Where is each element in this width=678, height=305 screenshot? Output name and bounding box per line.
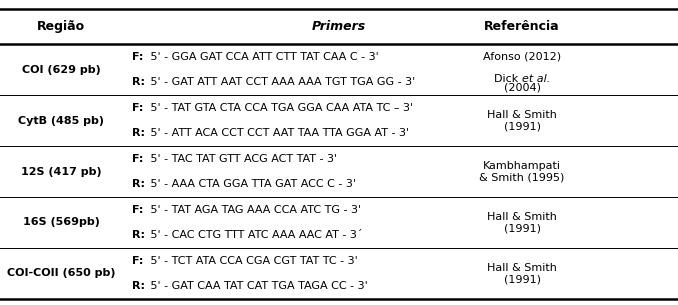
Text: R:: R: (132, 230, 145, 240)
Text: 5' - AAA CTA GGA TTA GAT ACC C - 3': 5' - AAA CTA GGA TTA GAT ACC C - 3' (147, 179, 356, 189)
Text: 16S (569pb): 16S (569pb) (22, 217, 100, 228)
Text: COI (629 pb): COI (629 pb) (22, 65, 100, 75)
Text: Primers: Primers (312, 20, 366, 33)
Text: F:: F: (132, 154, 144, 164)
Text: 5' - GAT ATT AAT CCT AAA AAA TGT TGA GG - 3': 5' - GAT ATT AAT CCT AAA AAA TGT TGA GG … (147, 77, 416, 88)
Text: Afonso (2012): Afonso (2012) (483, 52, 561, 62)
Text: COI-COII (650 pb): COI-COII (650 pb) (7, 268, 115, 278)
Text: R:: R: (132, 281, 145, 291)
Text: F:: F: (132, 103, 144, 113)
Text: Hall & Smith
(1991): Hall & Smith (1991) (487, 212, 557, 233)
Text: et al.: et al. (522, 74, 551, 84)
Text: R:: R: (132, 179, 145, 189)
Text: F:: F: (132, 52, 144, 62)
Text: R:: R: (132, 128, 145, 138)
Text: Dick: Dick (494, 74, 522, 84)
Text: 5' - ATT ACA CCT CCT AAT TAA TTA GGA AT - 3': 5' - ATT ACA CCT CCT AAT TAA TTA GGA AT … (147, 128, 410, 138)
Text: Referência: Referência (484, 20, 560, 33)
Text: 5' - GGA GAT CCA ATT CTT TAT CAA C - 3': 5' - GGA GAT CCA ATT CTT TAT CAA C - 3' (147, 52, 379, 62)
Text: R:: R: (132, 77, 145, 88)
Text: 5' - GAT CAA TAT CAT TGA TAGA CC - 3': 5' - GAT CAA TAT CAT TGA TAGA CC - 3' (147, 281, 368, 291)
Text: F:: F: (132, 205, 144, 215)
Text: Kambhampati
& Smith (1995): Kambhampati & Smith (1995) (479, 161, 565, 182)
Text: CytB (485 pb): CytB (485 pb) (18, 116, 104, 126)
Text: 5' - TAC TAT GTT ACG ACT TAT - 3': 5' - TAC TAT GTT ACG ACT TAT - 3' (147, 154, 337, 164)
Text: 12S (417 pb): 12S (417 pb) (21, 167, 101, 177)
Text: 5' - TAT AGA TAG AAA CCA ATC TG - 3': 5' - TAT AGA TAG AAA CCA ATC TG - 3' (147, 205, 361, 215)
Text: 5' - TCT ATA CCA CGA CGT TAT TC - 3': 5' - TCT ATA CCA CGA CGT TAT TC - 3' (147, 256, 358, 266)
Text: (2004): (2004) (504, 83, 540, 93)
Text: Região: Região (37, 20, 85, 33)
Text: Hall & Smith
(1991): Hall & Smith (1991) (487, 110, 557, 131)
Text: Hall & Smith
(1991): Hall & Smith (1991) (487, 263, 557, 284)
Text: F:: F: (132, 256, 144, 266)
Text: 5' - CAC CTG TTT ATC AAA AAC AT - 3´: 5' - CAC CTG TTT ATC AAA AAC AT - 3´ (147, 230, 363, 240)
Text: 5' - TAT GTA CTA CCA TGA GGA CAA ATA TC – 3': 5' - TAT GTA CTA CCA TGA GGA CAA ATA TC … (147, 103, 414, 113)
